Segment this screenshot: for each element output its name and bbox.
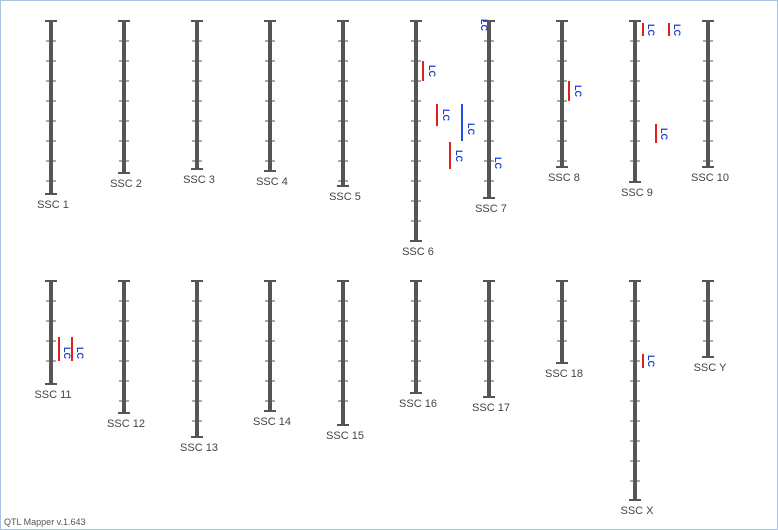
qtl-label: LC bbox=[466, 123, 476, 135]
qtl-label: LC bbox=[672, 24, 682, 36]
chromosome-bar bbox=[122, 21, 126, 173]
chromosome-bar bbox=[195, 21, 199, 169]
chromosome-bar bbox=[706, 281, 710, 357]
chromosome-bar bbox=[49, 21, 53, 194]
chromosome-label: SSC X bbox=[620, 505, 654, 517]
chromosome-label: SSC 16 bbox=[399, 398, 437, 410]
chromosome-label: SSC 12 bbox=[107, 418, 145, 430]
chromosome-bar bbox=[49, 281, 53, 384]
chromosome-bar bbox=[195, 281, 199, 437]
chromosome-bar bbox=[341, 281, 345, 425]
chromosome-bar bbox=[268, 21, 272, 171]
chromosome-label: SSC 11 bbox=[34, 389, 71, 401]
version-footer: QTL Mapper v.1.643 bbox=[4, 517, 86, 527]
chromosome-label: SSC 3 bbox=[183, 174, 215, 186]
chromosome-bar bbox=[706, 21, 710, 167]
qtl-label: LC bbox=[573, 85, 583, 97]
chromosome-bar bbox=[341, 21, 345, 186]
chromosome-label: SSC 6 bbox=[402, 246, 434, 258]
qtl-label: LC bbox=[75, 347, 85, 359]
qtl-label: LC bbox=[479, 19, 489, 31]
chromosome-label: SSC 7 bbox=[475, 203, 507, 215]
qtl-label: LC bbox=[441, 109, 451, 121]
chromosome-label: SSC 9 bbox=[621, 187, 653, 199]
chromosome-label: SSC 14 bbox=[253, 416, 291, 428]
qtl-label: LC bbox=[427, 65, 437, 77]
chromosome-bar bbox=[487, 21, 491, 198]
chromosome-bar bbox=[560, 21, 564, 167]
qtl-label: LC bbox=[454, 150, 464, 162]
qtl-label: LC bbox=[646, 24, 656, 36]
chromosome-label: SSC 1 bbox=[37, 199, 69, 211]
chromosome-label: SSC 17 bbox=[472, 402, 510, 414]
chromosome-bar bbox=[560, 281, 564, 363]
chromosome-bar bbox=[122, 281, 126, 413]
chromosome-label: SSC 2 bbox=[110, 178, 142, 190]
chromosome-bar bbox=[633, 281, 637, 500]
chromosome-bar bbox=[414, 281, 418, 393]
chromosome-label: SSC 5 bbox=[329, 191, 361, 203]
chromosome-label: SSC 13 bbox=[180, 442, 218, 454]
chromosome-label: SSC 10 bbox=[691, 172, 729, 184]
chromosome-label: SSC 4 bbox=[256, 176, 288, 188]
chromosome-label: SSC Y bbox=[694, 362, 727, 374]
chromosome-label: SSC 15 bbox=[326, 430, 364, 442]
chromosome-bar bbox=[414, 21, 418, 241]
qtl-label: LC bbox=[646, 355, 656, 367]
chromosome-bar bbox=[268, 281, 272, 411]
chromosome-label: SSC 18 bbox=[545, 368, 583, 380]
chromosome-bar bbox=[487, 281, 491, 397]
qtl-label: LC bbox=[62, 347, 72, 359]
chromosome-label: SSC 8 bbox=[548, 172, 580, 184]
qtl-label: LC bbox=[659, 128, 669, 140]
qtl-label: LC bbox=[493, 157, 503, 169]
